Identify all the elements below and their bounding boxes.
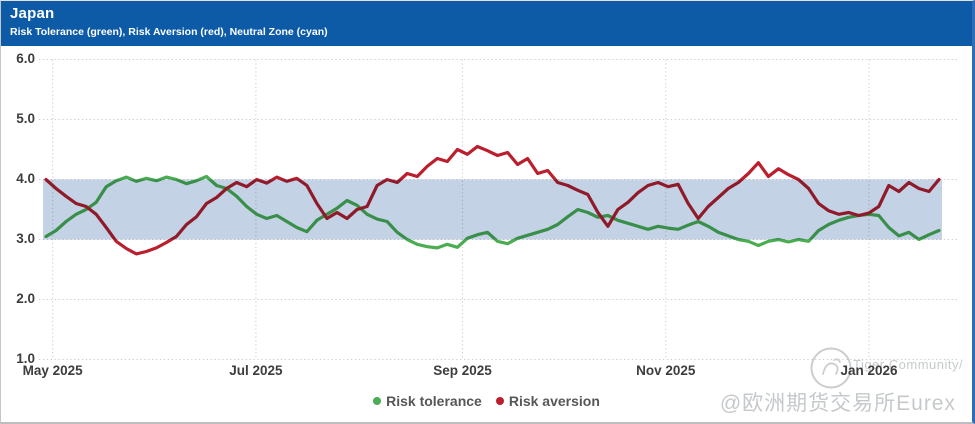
x-axis-label: Jul 2025	[229, 363, 283, 378]
legend-label-risk-aversion: Risk aversion	[508, 393, 600, 409]
risk-aversion-dot-icon	[495, 397, 504, 405]
chart-legend: Risk tolerance Risk aversion	[1, 393, 972, 409]
y-axis-label: 4.0	[16, 170, 35, 186]
chart-subtitle: Risk Tolerance (green), Risk Aversion (r…	[10, 26, 328, 38]
y-axis-label: 1.0	[16, 350, 35, 366]
y-axis-label: 2.0	[16, 290, 35, 306]
legend-item-risk-aversion: Risk aversion	[495, 393, 600, 409]
x-axis-label: Nov 2025	[636, 363, 696, 378]
x-axis-label: Jan 2026	[840, 363, 898, 378]
x-axis-label: Sep 2025	[433, 363, 492, 378]
chart-header: Japan Risk Tolerance (green), Risk Avers…	[1, 1, 972, 46]
legend-label-risk-tolerance: Risk tolerance	[386, 393, 482, 409]
chart-title: Japan	[10, 5, 55, 22]
risk-tolerance-dot-icon	[373, 397, 382, 405]
y-axis-label: 6.0	[16, 50, 35, 66]
y-axis-label: 5.0	[16, 110, 35, 126]
x-axis-label: May 2025	[22, 363, 83, 378]
chart-plot-area	[39, 59, 958, 360]
y-axis-label: 3.0	[16, 230, 35, 246]
legend-item-risk-tolerance: Risk tolerance	[373, 393, 482, 409]
